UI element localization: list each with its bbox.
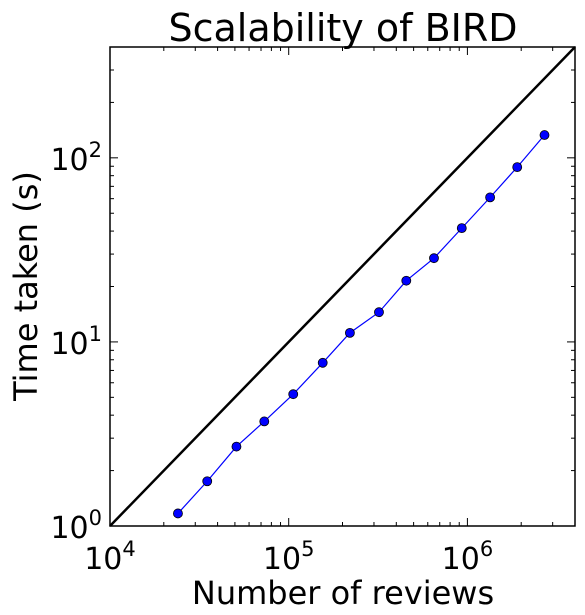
x-tick-label: 105	[263, 537, 315, 577]
data-point	[456, 223, 467, 234]
data-point	[539, 130, 550, 140]
data-point	[173, 508, 183, 519]
x-axis-label: Number of reviews	[192, 574, 494, 612]
data-point	[401, 275, 412, 286]
data-point	[231, 441, 242, 452]
data-point	[344, 327, 355, 338]
data-point	[259, 416, 270, 427]
plot-area	[109, 46, 576, 527]
series-line	[177, 134, 545, 514]
data-point	[512, 162, 523, 173]
x-tick-label: 106	[442, 537, 494, 577]
y-axis-label: Time taken (s)	[7, 171, 45, 402]
data-point	[288, 389, 299, 400]
data-point	[317, 357, 328, 368]
plot-frame	[109, 46, 576, 527]
reference-line	[109, 46, 576, 527]
y-tick-label: 101	[50, 322, 102, 362]
y-tick-label: 100	[50, 506, 102, 546]
data-point	[202, 476, 213, 487]
chart-title: Scalability of BIRD	[168, 6, 517, 50]
data-point	[374, 307, 384, 318]
data-point	[485, 192, 496, 203]
data-point	[429, 253, 439, 264]
y-tick-label: 102	[50, 138, 102, 178]
x-tick-label: 104	[84, 537, 136, 577]
